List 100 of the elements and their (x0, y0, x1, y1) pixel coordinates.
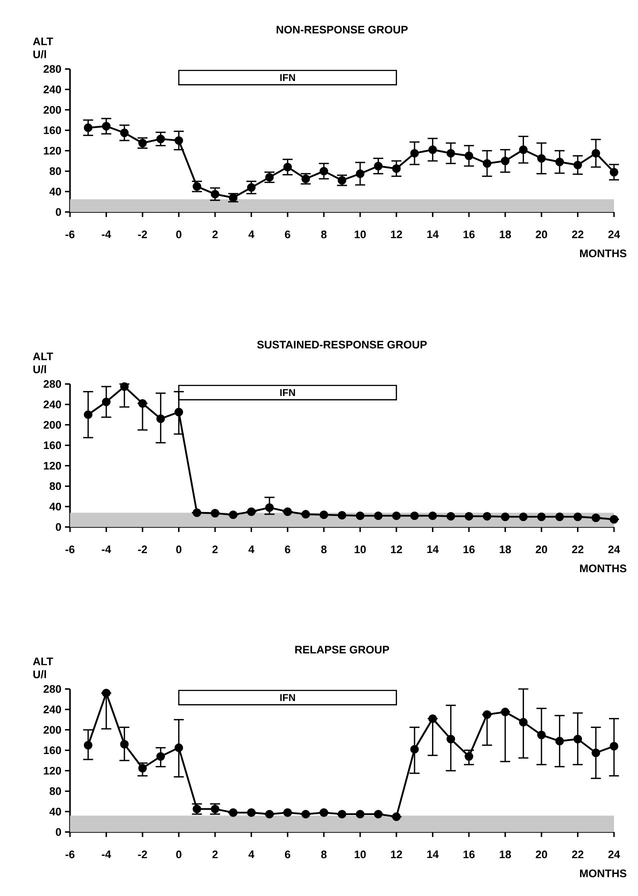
x-tick-label: 8 (321, 230, 327, 238)
y-tick-label: 0 (56, 208, 62, 216)
x-tick-label: 6 (284, 850, 290, 858)
point (555, 512, 564, 522)
y-tick-label: 120 (44, 462, 62, 470)
y-tick-label: 280 (44, 380, 62, 388)
point (247, 808, 256, 817)
point (320, 166, 328, 176)
x-tick-label: 0 (176, 850, 182, 858)
point (84, 740, 92, 750)
point (320, 510, 328, 520)
x-tick-label: 2 (212, 230, 218, 238)
x-tick-label: 22 (572, 546, 584, 554)
y-axis-title: ALT U/l (32, 38, 54, 58)
point (610, 168, 618, 176)
x-tick-label: 16 (464, 546, 475, 554)
point (410, 148, 419, 158)
x-tick-label: 24 (608, 850, 620, 858)
point (120, 740, 129, 748)
x-tick-label: 8 (321, 850, 327, 858)
point (356, 810, 364, 818)
y-tick-label: 240 (44, 86, 62, 94)
point (428, 511, 437, 520)
point (610, 515, 618, 524)
point (428, 145, 437, 154)
band-label: IFN (280, 389, 295, 396)
chart-title: NON-RESPONSE GROUP (276, 26, 408, 34)
x-tick-label: 16 (464, 230, 475, 238)
point (446, 148, 456, 158)
point (537, 730, 546, 740)
point (102, 398, 111, 406)
point (573, 160, 582, 170)
point (482, 710, 492, 719)
x-tick-label: 18 (500, 230, 511, 238)
point (174, 136, 184, 145)
point (592, 514, 600, 522)
y-tick-label: 80 (50, 482, 62, 490)
y-tick-label: 240 (44, 706, 62, 714)
point (156, 414, 165, 424)
point (247, 507, 256, 516)
y-tick-label: 120 (44, 146, 62, 155)
point (500, 708, 510, 716)
point (428, 714, 437, 723)
point (519, 145, 528, 154)
x-tick-label: 18 (500, 546, 511, 554)
point (356, 169, 364, 178)
point (301, 510, 310, 519)
y-tick-label: 0 (56, 828, 62, 836)
y-tick-label: 40 (49, 188, 62, 196)
x-tick-label: -6 (66, 850, 74, 858)
point (446, 512, 456, 521)
point (573, 734, 582, 744)
x-tick-label: 12 (390, 850, 402, 858)
point (174, 743, 184, 752)
y-tick-label: 160 (44, 441, 62, 450)
y-tick-label: 200 (44, 420, 62, 429)
point (102, 122, 111, 130)
point (210, 508, 220, 518)
y-tick-label: 280 (44, 65, 62, 73)
x-tick-label: 6 (284, 230, 290, 238)
x-axis-title: MONTHS (580, 870, 626, 878)
x-tick-label: 20 (536, 850, 548, 858)
y-tick-label: 40 (49, 502, 62, 510)
point (138, 764, 147, 772)
band-label: IFN (280, 74, 295, 81)
x-tick-label: -2 (138, 546, 147, 554)
x-tick-label: 4 (248, 546, 254, 554)
band-label: IFN (280, 694, 295, 702)
point (120, 382, 129, 391)
x-tick-label: -2 (138, 230, 147, 238)
point (446, 734, 456, 744)
y-tick-label: 240 (44, 400, 62, 408)
x-tick-label: -4 (102, 850, 112, 858)
point (156, 134, 165, 144)
point (174, 408, 184, 416)
x-tick-label: 14 (427, 850, 439, 858)
y-tick-label: 160 (44, 126, 62, 134)
x-tick-label: 24 (608, 546, 620, 554)
x-tick-label: -2 (138, 850, 147, 858)
point (592, 748, 600, 758)
point (500, 156, 510, 166)
x-tick-label: 20 (536, 230, 548, 238)
x-tick-label: 2 (212, 546, 218, 554)
x-tick-label: 6 (284, 546, 290, 554)
x-tick-label: -6 (66, 230, 74, 238)
x-tick-label: -4 (102, 230, 112, 238)
point (356, 511, 364, 520)
point (392, 164, 401, 173)
x-tick-label: 18 (500, 850, 511, 858)
x-tick-label: 24 (608, 230, 620, 238)
point (500, 512, 510, 522)
point (102, 688, 111, 698)
point (610, 742, 618, 750)
y-tick-label: 200 (44, 106, 62, 114)
point (573, 512, 582, 522)
x-tick-label: -4 (102, 546, 112, 554)
y-tick-label: 120 (44, 766, 62, 775)
x-tick-label: 10 (354, 546, 366, 554)
point (592, 148, 600, 158)
point (283, 808, 292, 817)
